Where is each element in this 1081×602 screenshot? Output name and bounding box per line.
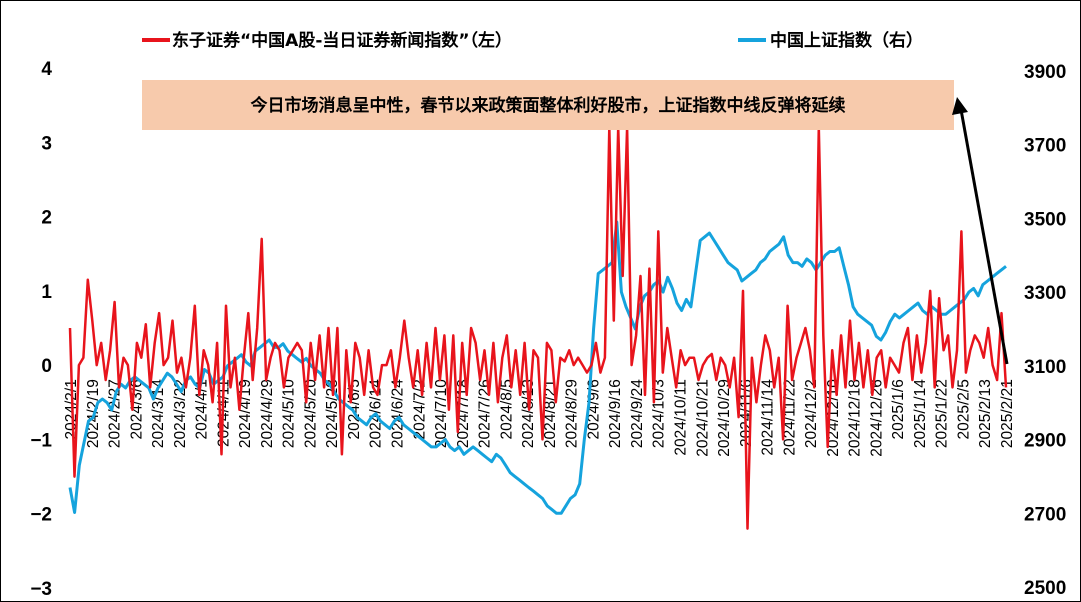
- x-tick-label: 2024/6/24: [390, 379, 407, 448]
- x-tick-label: 2024/8/13: [520, 379, 537, 448]
- left-tick-label: −3: [30, 579, 52, 600]
- x-tick-label: 2025/2/13: [977, 379, 994, 448]
- right-tick-label: 3900: [1024, 62, 1066, 83]
- x-tick-label: 2024/4/19: [237, 379, 254, 448]
- x-tick-label: 2024/7/26: [477, 379, 494, 448]
- right-tick-label: 3700: [1024, 136, 1066, 157]
- x-tick-label: 2025/2/5: [955, 379, 972, 439]
- left-tick-label: 3: [41, 133, 52, 154]
- x-tick-label: 2024/10/21: [694, 379, 711, 457]
- series-news-index-line: [68, 126, 1008, 530]
- x-tick-label: 2024/12/2: [803, 379, 820, 448]
- x-tick-label: 2024/12/18: [847, 379, 864, 457]
- annotation-arrow-shaft: [958, 103, 1009, 365]
- left-tick-label: −1: [30, 430, 52, 451]
- x-tick-label: 2024/8/29: [564, 379, 581, 448]
- x-tick-label: 2024/12/26: [868, 379, 885, 457]
- annotation-arrow-head: [952, 97, 968, 115]
- x-tick-label: 2024/7/10: [433, 379, 450, 448]
- x-tick-label: 2025/1/14: [912, 379, 929, 448]
- annotation-background: [142, 80, 954, 130]
- right-tick-label: 3100: [1024, 357, 1066, 378]
- right-tick-label: 2900: [1024, 431, 1066, 452]
- legend-label-news-index: 东子证券“中国A股-当日证券新闻指数”（左）: [172, 30, 512, 51]
- left-tick-label: 1: [41, 282, 52, 303]
- left-tick-label: 4: [41, 59, 52, 80]
- legend: 东子证券“中国A股-当日证券新闻指数”（左） 中国上证指数（右）: [142, 30, 923, 51]
- x-tick-label: 2024/2/27: [107, 379, 124, 448]
- x-tick-label: 2024/4/1: [194, 379, 211, 439]
- x-tick-label: 2024/10/11: [672, 379, 689, 455]
- left-axis: −3 −2 −1 0 1 2 3 4: [30, 59, 52, 600]
- x-tick-label: 2024/4/29: [259, 379, 276, 448]
- annotation-box: 今日市场消息呈中性，春节以来政策面整体利好股市，上证指数中线反弹将延续: [142, 80, 954, 130]
- left-tick-label: 2: [41, 208, 52, 229]
- left-tick-label: 0: [41, 356, 52, 377]
- x-tick-label: 2024/9/24: [629, 379, 646, 448]
- x-tick-label: 2025/1/6: [890, 379, 907, 439]
- annotation-text: 今日市场消息呈中性，春节以来政策面整体利好股市，上证指数中线反弹将延续: [251, 95, 846, 116]
- right-tick-label: 2700: [1024, 504, 1066, 525]
- right-tick-label: 3500: [1024, 209, 1066, 230]
- x-tick-label: 2024/10/29: [716, 379, 733, 457]
- series-shanghai-index-line: [68, 220, 1007, 515]
- right-axis: 2500 2700 2900 3100 3300 3500 3700 3900: [1024, 62, 1066, 599]
- x-tick-label: 2024/3/22: [172, 379, 189, 448]
- annotation-arrow: [952, 97, 1009, 365]
- x-tick-label: 2024/11/14: [760, 379, 777, 456]
- x-tick-label: 2024/9/16: [607, 379, 624, 448]
- x-tick-label: 2024/8/5: [498, 379, 515, 439]
- x-tick-label: 2025/2/21: [999, 379, 1016, 448]
- x-tick-label: 2024/7/2: [411, 379, 428, 439]
- x-tick-label: 2024/5/10: [281, 379, 298, 448]
- right-tick-label: 3300: [1024, 283, 1066, 304]
- legend-label-shanghai-index: 中国上证指数（右）: [770, 30, 923, 51]
- right-tick-label: 2500: [1024, 578, 1066, 599]
- left-tick-label: −2: [30, 505, 52, 526]
- x-tick-label: 2025/1/22: [934, 379, 951, 448]
